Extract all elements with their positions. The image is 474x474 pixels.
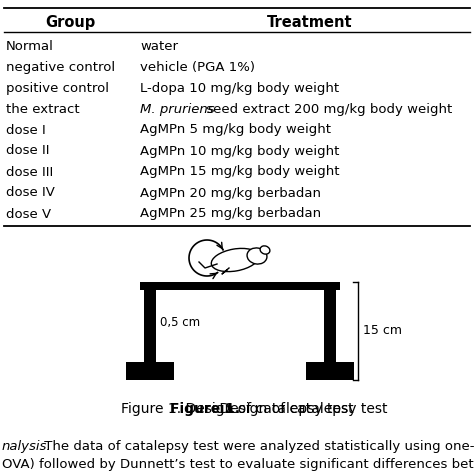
Text: dose IV: dose IV [6, 186, 55, 200]
Text: Treatment: Treatment [267, 15, 353, 29]
Text: nalysis.: nalysis. [2, 440, 52, 453]
Text: Figure 1.: Figure 1. [170, 402, 240, 416]
Text: Group: Group [45, 15, 95, 29]
Text: AgMPn 25 mg/kg berbadan: AgMPn 25 mg/kg berbadan [140, 208, 321, 220]
Bar [306, 362, 354, 380]
Text: The data of catalepsy test were analyzed statistically using one-w: The data of catalepsy test were analyzed… [40, 440, 474, 453]
Ellipse shape [211, 248, 259, 272]
Text: water: water [140, 39, 178, 53]
Text: AgMPn 5 mg/kg body weight: AgMPn 5 mg/kg body weight [140, 124, 331, 137]
Bar [140, 282, 340, 290]
Bar [324, 290, 336, 362]
Text: dose V: dose V [6, 208, 51, 220]
Text: Normal: Normal [6, 39, 54, 53]
Text: dose II: dose II [6, 145, 49, 157]
Text: vehicle (PGA 1%): vehicle (PGA 1%) [140, 61, 255, 73]
Text: AgMPn 20 mg/kg berbadan: AgMPn 20 mg/kg berbadan [140, 186, 321, 200]
Ellipse shape [260, 246, 270, 254]
Ellipse shape [247, 248, 267, 264]
Text: AgMPn 10 mg/kg body weight: AgMPn 10 mg/kg body weight [140, 145, 339, 157]
Text: Figure 1. Design of catalepsy test: Figure 1. Design of catalepsy test [121, 402, 353, 416]
Text: M. pruriens: M. pruriens [140, 102, 215, 116]
Text: 0,5 cm: 0,5 cm [160, 316, 200, 329]
Text: dose I: dose I [6, 124, 46, 137]
Text: negative control: negative control [6, 61, 115, 73]
Text: L-dopa 10 mg/kg body weight: L-dopa 10 mg/kg body weight [140, 82, 339, 94]
Text: positive control: positive control [6, 82, 109, 94]
Text: AgMPn 15 mg/kg body weight: AgMPn 15 mg/kg body weight [140, 165, 339, 179]
Bar [126, 362, 174, 380]
Text: Design of catalepsy test: Design of catalepsy test [215, 402, 388, 416]
Text: dose III: dose III [6, 165, 53, 179]
Text: OVA) followed by Dunnett’s test to evaluate significant differences betw: OVA) followed by Dunnett’s test to evalu… [2, 458, 474, 471]
Bar [144, 290, 156, 362]
Text: the extract: the extract [6, 102, 80, 116]
Text: seed extract 200 mg/kg body weight: seed extract 200 mg/kg body weight [202, 102, 452, 116]
Text: 15 cm: 15 cm [363, 325, 402, 337]
